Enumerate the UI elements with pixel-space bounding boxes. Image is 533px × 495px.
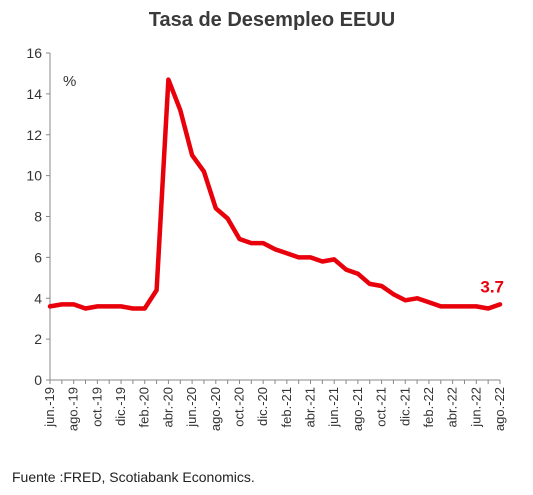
x-tick-label: ago.-21 — [350, 387, 365, 431]
x-tick-label: jun.-21 — [326, 387, 341, 428]
y-tick-label: 8 — [34, 209, 42, 225]
x-axis-ticks: jun.-19 ago.-19 oct.-19 dic.-19 feb.-20 abr.-… — [42, 380, 507, 431]
x-tick-label: feb.-22 — [421, 387, 436, 427]
x-tick-label: feb.-21 — [279, 387, 294, 427]
x-tick-label: oct.-20 — [231, 387, 246, 427]
series-line — [47, 77, 503, 311]
source-note: Fuente :FRED, Scotiabank Economics. — [12, 469, 255, 485]
x-tick-label: ago.-22 — [492, 387, 507, 431]
x-tick-label: dic.-21 — [397, 387, 412, 426]
y-tick-label: 14 — [26, 86, 42, 102]
x-tick-label: abr.-21 — [303, 387, 318, 427]
x-tick-label: abr.-22 — [445, 387, 460, 427]
y-tick-label: 4 — [34, 290, 42, 306]
x-tick-label: dic.-19 — [113, 387, 128, 426]
x-tick-label: jun.-19 — [42, 387, 57, 428]
x-tick-label: jun.-20 — [184, 387, 199, 428]
y-tick-label: 12 — [26, 127, 42, 143]
axes — [49, 53, 500, 381]
y-tick-label: 0 — [34, 372, 42, 388]
chart-title: Tasa de Desempleo EEUU — [149, 9, 395, 31]
x-tick-label: oct.-19 — [89, 387, 104, 427]
y-tick-label: 10 — [26, 168, 42, 184]
end-value-label: 3.7 — [480, 277, 504, 296]
x-tick-label: oct.-21 — [374, 387, 389, 427]
y-tick-label: 16 — [26, 45, 42, 61]
x-tick-label: jun.-22 — [468, 387, 483, 428]
x-tick-label: dic.-20 — [255, 387, 270, 426]
y-tick-label: 2 — [34, 331, 42, 347]
x-tick-label: feb.-20 — [137, 387, 152, 427]
y-unit-label: % — [63, 73, 76, 90]
y-axis-ticks: 0 2 4 6 8 10 12 14 16 — [26, 45, 50, 388]
x-tick-label: ago.-19 — [66, 387, 81, 431]
y-tick-label: 6 — [34, 249, 42, 265]
x-tick-label: ago.-20 — [208, 387, 223, 431]
x-tick-label: abr.-20 — [160, 387, 175, 427]
